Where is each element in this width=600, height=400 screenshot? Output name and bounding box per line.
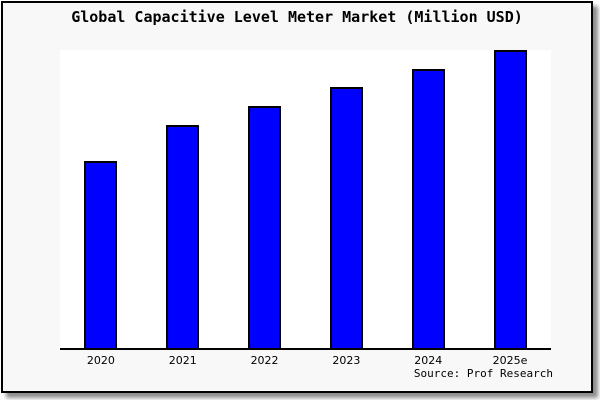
bar-slot (142, 50, 224, 348)
chart-frame: Global Capacitive Level Meter Market (Mi… (1, 1, 593, 393)
x-tick-label-2020: 2020 (86, 354, 115, 367)
bar-slot (469, 50, 551, 348)
x-tick-label-2021: 2021 (168, 354, 197, 367)
x-tick-label-2025e: 2025e (492, 354, 528, 367)
bar-slot (224, 50, 306, 348)
bar-slot (60, 50, 142, 348)
bar-2024 (411, 68, 445, 348)
bar-2021 (166, 124, 200, 348)
source-credit: Source: Prof Research (413, 367, 553, 380)
x-axis-labels: 2020 2021 2022 2023 2024 2025e (60, 354, 551, 367)
bar-slot (305, 50, 387, 348)
plot-area (60, 50, 551, 350)
x-tick-label-2023: 2023 (332, 354, 361, 367)
bar-2020 (84, 161, 118, 348)
chart-title: Global Capacitive Level Meter Market (Mi… (71, 8, 523, 26)
x-tick-label-2022: 2022 (250, 354, 279, 367)
bar-slot (387, 50, 469, 348)
x-tick-label-2024: 2024 (414, 354, 443, 367)
bar-2025e (493, 50, 527, 348)
bar-2023 (329, 86, 363, 348)
bar-2022 (248, 105, 282, 348)
